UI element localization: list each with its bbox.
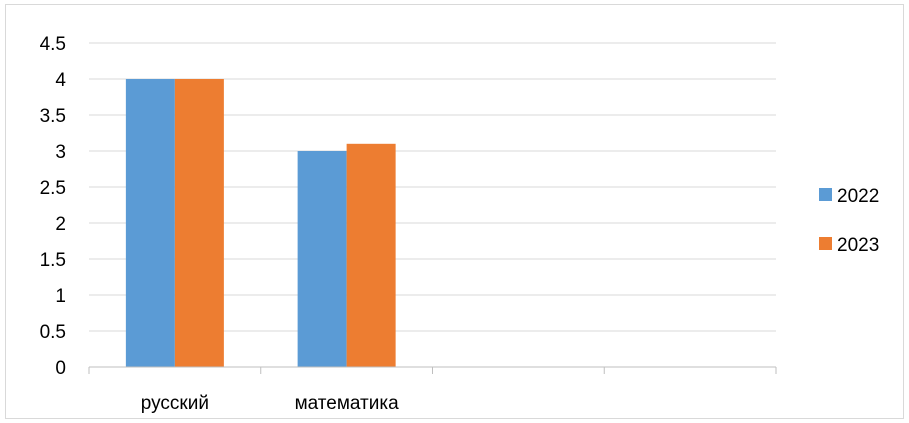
x-category-label: математика	[295, 393, 400, 414]
bars-group	[125, 79, 396, 367]
legend: 2022 2023	[819, 186, 879, 256]
y-tick-labels: 0 0.5 1 1.5 2 2.5 3 3.5 4 4.5	[40, 34, 67, 379]
y-tick-label: 3	[55, 142, 66, 163]
y-tick-label: 3.5	[40, 106, 66, 127]
bar-2022-математика	[297, 151, 347, 367]
y-tick-label: 2	[55, 214, 66, 235]
y-tick-label: 1.5	[40, 250, 66, 271]
x-category-labels: русский математика	[141, 393, 399, 414]
y-tick-label: 4	[55, 70, 66, 91]
legend-swatch-2023	[819, 237, 832, 250]
axes	[88, 366, 777, 374]
y-tick-label: 0.5	[40, 322, 66, 343]
x-category-label: русский	[141, 393, 209, 414]
y-tick-label: 2.5	[40, 178, 66, 199]
legend-label-2023: 2023	[837, 235, 879, 256]
y-tick-label: 4.5	[40, 34, 66, 55]
bar-2023-русский	[174, 79, 224, 367]
y-tick-label: 0	[55, 358, 66, 379]
legend-swatch-2022	[819, 188, 832, 201]
y-tick-label: 1	[55, 286, 66, 307]
legend-label-2022: 2022	[837, 186, 879, 207]
bar-2023-математика	[346, 143, 396, 367]
bar-chart: 0 0.5 1 1.5 2 2.5 3 3.5 4 4.5 русский математика 2…	[40, 34, 880, 414]
bar-2022-русский	[125, 79, 175, 367]
chart-frame: 0 0.5 1 1.5 2 2.5 3 3.5 4 4.5 русский математика 2…	[5, 4, 904, 419]
